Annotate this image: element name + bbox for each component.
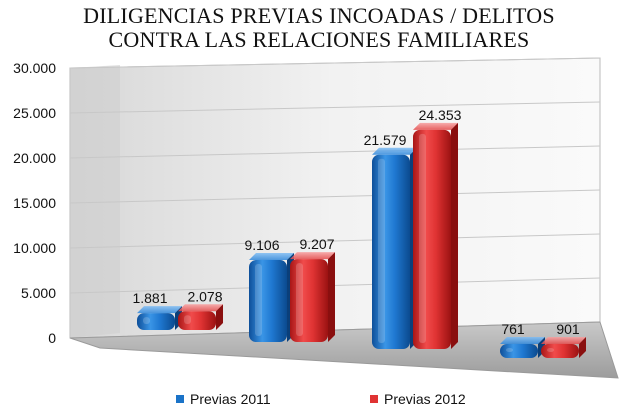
y-axis-ticks: 30.000 25.000 20.000 15.000 10.000 5.000 0 [13,60,56,346]
bar-top [178,304,223,312]
bar-top [413,122,458,130]
bar-highlight [419,133,426,343]
chart-title-line-2: CONTRA LAS RELACIONES FAMILIARES [108,27,530,52]
bar-front [249,260,287,342]
chart-title: DILIGENCIAS PREVIAS INCOADAS / DELITOS C… [0,4,638,52]
bar-highlight [255,264,262,336]
legend-item-2012: Previas 2012 [370,391,466,407]
bar-side [216,304,223,330]
bar-top [249,253,294,261]
gridline [69,189,601,204]
y-tick-label: 20.000 [13,150,56,166]
bar-top [290,252,335,260]
bar-side [328,252,335,342]
bar-front [178,311,216,330]
bar-side [579,337,586,358]
chart-walls [69,57,601,339]
bar-side [451,122,458,349]
bar-highlight [547,348,554,352]
gridline [69,145,601,159]
gridline [69,57,601,69]
bar-top [541,337,586,344]
y-tick-label: 10.000 [13,240,56,256]
bar-top [137,306,182,314]
data-label-s0-c1: 9.106 [244,237,279,253]
bar-chart: 30.000 25.000 20.000 15.000 10.000 5.000 0 1.8… [13,57,619,379]
legend-swatch-2012 [370,395,378,403]
legend-item-2011: Previas 2011 [176,391,271,407]
legend: Previas 2011 Previas 2012 [0,391,638,411]
bar-highlight [143,317,150,324]
data-label-s1-c2: 24.353 [419,107,462,123]
y-tick-label: 5.000 [21,285,56,301]
bar-front [290,259,328,342]
bar-highlight [184,315,191,324]
bar-front [372,154,410,349]
side-wall [70,65,120,338]
bar-s0-c0 [137,306,182,330]
gridline [69,233,601,249]
bar-s1-c0 [178,304,223,330]
bar-front [137,313,175,330]
y-tick-label: 30.000 [13,60,56,76]
y-tick-label: 0 [48,330,56,346]
data-label-s0-c2: 21.579 [364,132,407,148]
bar-s0-c1 [249,253,294,342]
bar-front [500,344,538,358]
data-label-s1-c0: 2.078 [187,288,222,304]
y-tick-label: 25.000 [13,105,56,121]
data-label-s1-c3: 901 [556,321,580,337]
gridline [69,101,601,114]
legend-label-2012: Previas 2012 [384,391,466,407]
bar-s0-c2 [372,147,417,349]
chart-title-line-1: DILIGENCIAS PREVIAS INCOADAS / DELITOS [83,3,555,28]
bar-highlight [296,263,303,336]
bar-top [500,337,545,344]
y-tick-label: 15.000 [13,195,56,211]
bar-front [541,344,579,358]
legend-label-2011: Previas 2011 [190,391,271,407]
data-label-s0-c0: 1.881 [132,290,167,306]
legend-swatch-2011 [176,395,184,403]
bar-highlight [506,348,513,352]
bar-top [372,147,417,155]
bar-s1-c3 [541,337,586,358]
bar-s1-c2 [413,122,458,349]
data-label-s0-c3: 761 [501,321,525,337]
bar-front [413,129,451,349]
data-labels: 1.881 9.106 21.579 761 2.078 9.207 24.353 901 [132,107,579,337]
bar-s1-c1 [290,252,335,342]
bars [137,122,586,358]
bar-highlight [378,158,385,343]
data-label-s1-c1: 9.207 [299,236,334,252]
bar-s0-c3 [500,337,545,358]
